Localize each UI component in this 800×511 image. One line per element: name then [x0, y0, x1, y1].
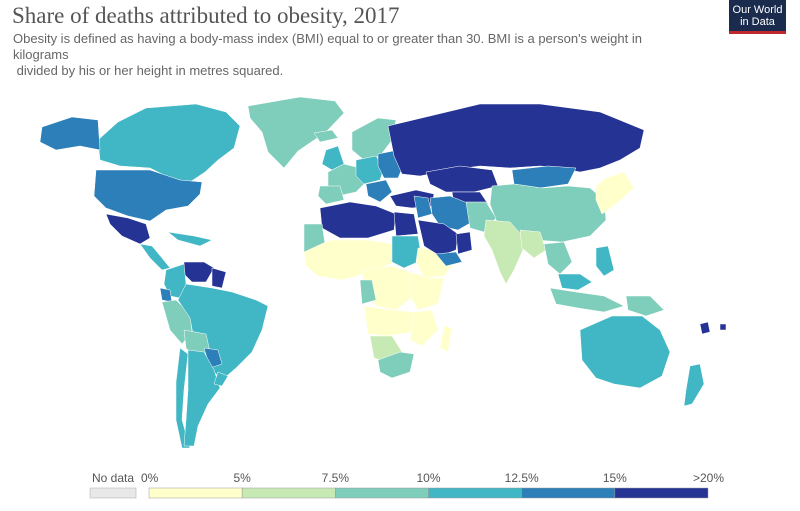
country-canada[interactable]: [97, 103, 241, 183]
legend-swatch[interactable]: [335, 487, 429, 499]
country-brazil[interactable]: [177, 283, 269, 381]
country-mozambique-malawi[interactable]: [409, 309, 439, 347]
legend-nodata-label: No data: [92, 471, 134, 485]
country-india[interactable]: [483, 219, 527, 285]
country-philippines[interactable]: [595, 245, 615, 277]
country-south-africa[interactable]: [377, 351, 415, 379]
country-gabon-congo[interactable]: [359, 279, 377, 305]
country-kazakhstan[interactable]: [425, 165, 499, 193]
logo-line: Our World: [732, 4, 783, 16]
legend-swatch[interactable]: [521, 487, 616, 499]
country-thailand-cambodia[interactable]: [543, 241, 573, 275]
country-mongolia[interactable]: [511, 165, 577, 189]
country-pacific-islands[interactable]: [699, 321, 727, 335]
legend-swatch[interactable]: [614, 487, 709, 499]
chart-title: Share of deaths attributed to obesity, 2…: [12, 3, 400, 28]
subtitle-line: Obesity is defined as having a body-mass…: [13, 31, 642, 46]
country-russia[interactable]: [387, 103, 645, 177]
country-usa[interactable]: [93, 169, 203, 222]
country-north-africa[interactable]: [319, 201, 397, 239]
country-greenland[interactable]: [247, 96, 345, 169]
country-alaska[interactable]: [39, 116, 101, 151]
country-korea-japan[interactable]: [595, 171, 635, 215]
country-mexico[interactable]: [105, 213, 151, 245]
chart-subtitle: Obesity is defined as having a body-mass…: [13, 31, 713, 79]
country-malaysia[interactable]: [557, 273, 593, 291]
country-east-africa[interactable]: [409, 271, 445, 311]
owid-logo[interactable]: Our World in Data: [729, 0, 786, 34]
legend-bin-label: 10%: [416, 471, 440, 485]
country-argentina[interactable]: [183, 349, 221, 447]
country-central-europe[interactable]: [355, 155, 385, 185]
country-sudan[interactable]: [391, 235, 423, 269]
country-caribbean[interactable]: [167, 231, 213, 247]
legend-bin-label: 12.5%: [505, 471, 539, 485]
country-png[interactable]: [625, 295, 665, 317]
country-guyana-suriname[interactable]: [211, 267, 227, 289]
country-venezuela[interactable]: [183, 261, 215, 283]
country-saudi-arabia[interactable]: [417, 219, 459, 257]
subtitle-line: kilograms: [13, 47, 69, 62]
legend-bin-label: 5%: [233, 471, 251, 485]
legend-bin-label: 7.5%: [322, 471, 350, 485]
country-iberia[interactable]: [317, 185, 345, 205]
logo-line: in Data: [740, 16, 775, 28]
country-angola-zambia[interactable]: [363, 305, 415, 337]
country-chile[interactable]: [175, 347, 191, 449]
country-oman-uae[interactable]: [455, 231, 473, 255]
world-map[interactable]: [0, 0, 800, 470]
country-scandinavia[interactable]: [351, 117, 397, 161]
country-southeast-asia[interactable]: [519, 229, 547, 259]
country-egypt[interactable]: [393, 211, 419, 237]
legend-nodata-swatch: [89, 487, 137, 499]
country-central-america[interactable]: [139, 243, 171, 271]
subtitle-line: divided by his or her height in metres s…: [13, 63, 284, 78]
legend-swatch[interactable]: [148, 487, 243, 499]
country-iceland[interactable]: [313, 129, 339, 143]
country-balkans[interactable]: [365, 179, 393, 203]
country-iraq-iran[interactable]: [429, 195, 473, 231]
country-australia[interactable]: [579, 315, 671, 389]
country-ecuador[interactable]: [159, 287, 173, 303]
country-new-zealand[interactable]: [683, 363, 705, 407]
country-uruguay[interactable]: [213, 371, 229, 387]
country-madagascar[interactable]: [439, 325, 453, 353]
legend-bin-label: >20%: [693, 471, 724, 485]
legend-swatch[interactable]: [428, 487, 522, 499]
legend-bin-label: 15%: [603, 471, 627, 485]
country-yemen[interactable]: [435, 251, 463, 267]
legend-bin-label: 0%: [141, 471, 159, 485]
legend-swatch[interactable]: [241, 487, 336, 499]
country-indonesia[interactable]: [549, 287, 625, 313]
